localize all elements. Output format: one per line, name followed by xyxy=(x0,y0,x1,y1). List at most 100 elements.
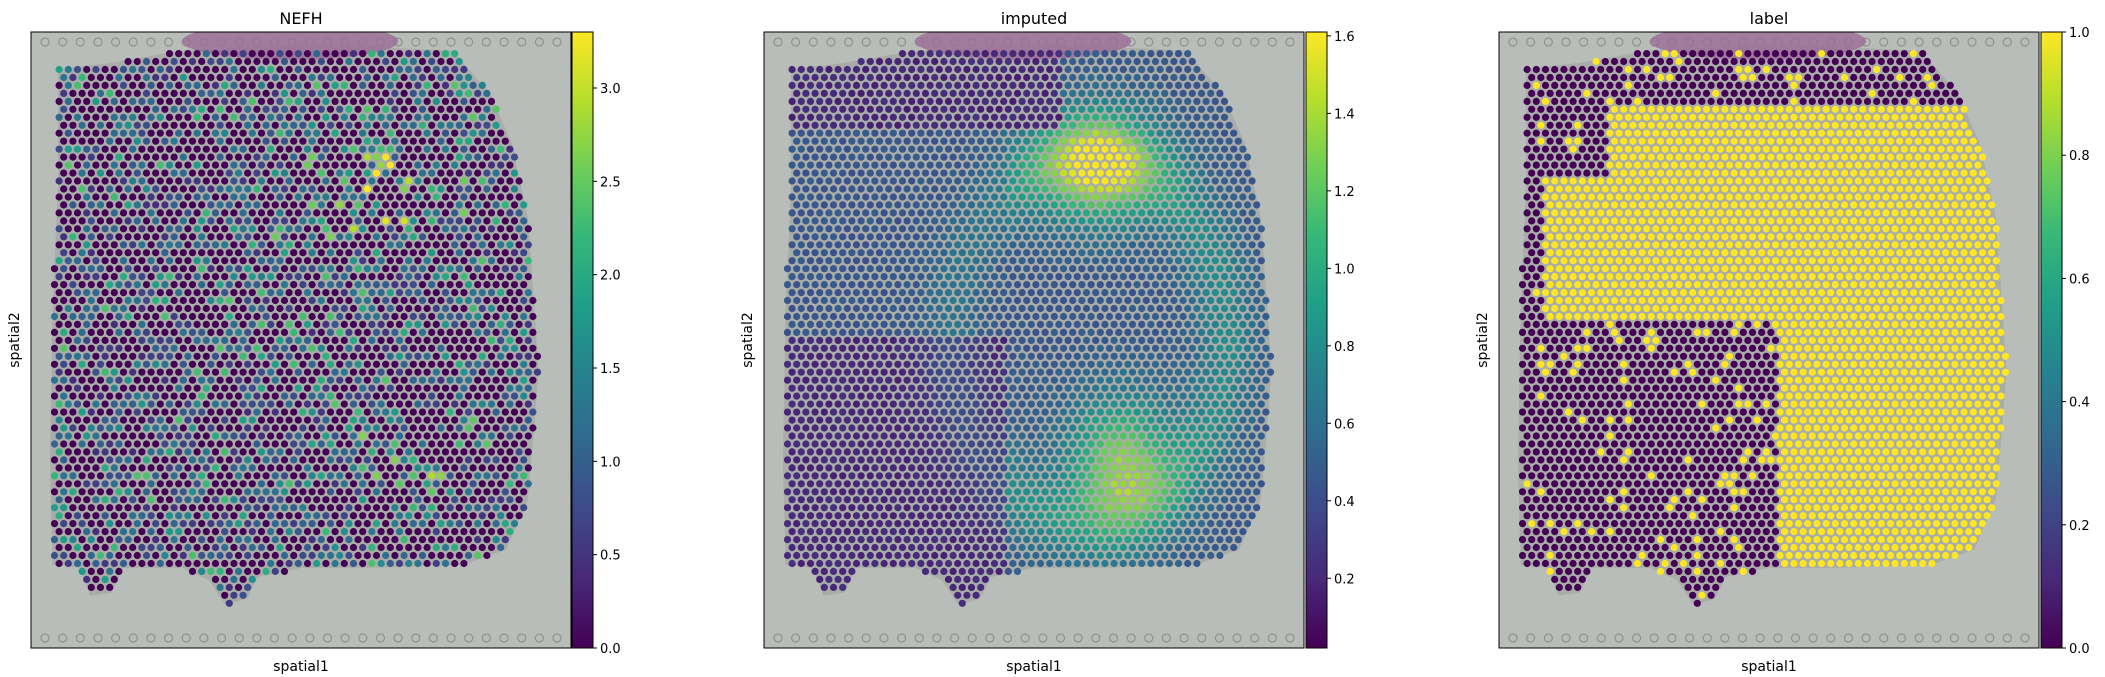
spot xyxy=(963,81,971,89)
spot xyxy=(875,121,884,129)
spot xyxy=(894,249,902,257)
spot xyxy=(96,73,105,82)
spot xyxy=(280,137,289,145)
spot xyxy=(1179,73,1187,82)
fiducial-marker xyxy=(58,37,68,47)
spot xyxy=(64,289,72,297)
spot xyxy=(917,241,925,249)
spot xyxy=(349,113,358,121)
spot xyxy=(83,145,91,153)
spot xyxy=(843,145,851,153)
spot xyxy=(313,384,321,392)
spot xyxy=(294,384,302,392)
spot xyxy=(1036,129,1045,137)
spot xyxy=(797,209,805,217)
spot xyxy=(317,296,325,305)
spot xyxy=(377,241,385,249)
spot xyxy=(829,281,838,289)
spot xyxy=(949,121,957,129)
spot xyxy=(1211,193,1219,201)
spot xyxy=(483,201,491,209)
spot xyxy=(106,312,114,321)
fiducial-marker xyxy=(1267,37,1277,47)
spot xyxy=(885,137,893,145)
spot xyxy=(797,225,805,233)
spot xyxy=(349,81,358,89)
spot xyxy=(161,296,169,305)
spot xyxy=(811,105,819,113)
spot xyxy=(55,352,63,360)
spot xyxy=(1009,209,1017,217)
spot xyxy=(1220,225,1229,233)
spot xyxy=(949,217,957,225)
spot xyxy=(119,559,128,568)
spot xyxy=(262,551,270,560)
spot xyxy=(133,424,141,432)
spot xyxy=(257,352,266,360)
fiducial-marker xyxy=(808,37,818,47)
spot xyxy=(96,89,105,97)
spot xyxy=(871,129,879,137)
spot xyxy=(340,448,348,456)
spot xyxy=(414,161,422,169)
spot xyxy=(78,249,86,257)
spot xyxy=(1036,81,1045,89)
spot xyxy=(359,225,367,233)
spot xyxy=(843,257,851,265)
spot xyxy=(110,81,118,89)
spot xyxy=(1202,161,1210,169)
spot xyxy=(175,464,183,472)
spot xyxy=(441,352,450,360)
spot xyxy=(73,559,82,568)
spot xyxy=(253,440,261,448)
spot xyxy=(515,289,523,297)
spot xyxy=(405,273,413,281)
spot xyxy=(469,480,477,488)
spot xyxy=(1170,169,1178,177)
spot xyxy=(437,392,445,400)
spot xyxy=(129,289,137,297)
spot xyxy=(880,97,888,105)
spot xyxy=(267,225,275,233)
spot xyxy=(460,193,468,201)
spot xyxy=(207,169,215,177)
spot xyxy=(179,520,187,528)
spot xyxy=(1151,57,1160,66)
spot xyxy=(1161,169,1169,177)
spot xyxy=(382,89,390,97)
spot xyxy=(386,496,394,504)
spot xyxy=(96,504,105,512)
spot xyxy=(866,296,874,305)
spot xyxy=(414,432,422,440)
spot xyxy=(866,233,874,241)
spot xyxy=(336,456,344,464)
spot xyxy=(78,424,86,432)
spot xyxy=(949,137,957,145)
spot xyxy=(299,281,307,289)
spot xyxy=(129,543,137,552)
spot xyxy=(1220,241,1229,249)
spot xyxy=(1184,81,1192,89)
spot xyxy=(110,575,118,584)
spot xyxy=(216,551,224,560)
spot xyxy=(299,328,307,336)
spot xyxy=(839,265,847,273)
spot xyxy=(409,424,417,432)
spot xyxy=(1119,129,1127,137)
spot xyxy=(1027,177,1035,185)
spot xyxy=(133,89,141,97)
spot xyxy=(820,233,828,241)
spot xyxy=(129,129,137,137)
spot xyxy=(50,536,59,544)
spot xyxy=(244,153,252,161)
spot xyxy=(1004,121,1012,129)
spot xyxy=(515,241,523,249)
spot xyxy=(533,352,542,360)
spot xyxy=(834,177,842,185)
spot xyxy=(221,512,229,520)
spot xyxy=(285,543,293,552)
spot xyxy=(501,312,509,321)
spot xyxy=(958,73,966,82)
spot xyxy=(483,296,491,305)
spot xyxy=(202,559,210,568)
